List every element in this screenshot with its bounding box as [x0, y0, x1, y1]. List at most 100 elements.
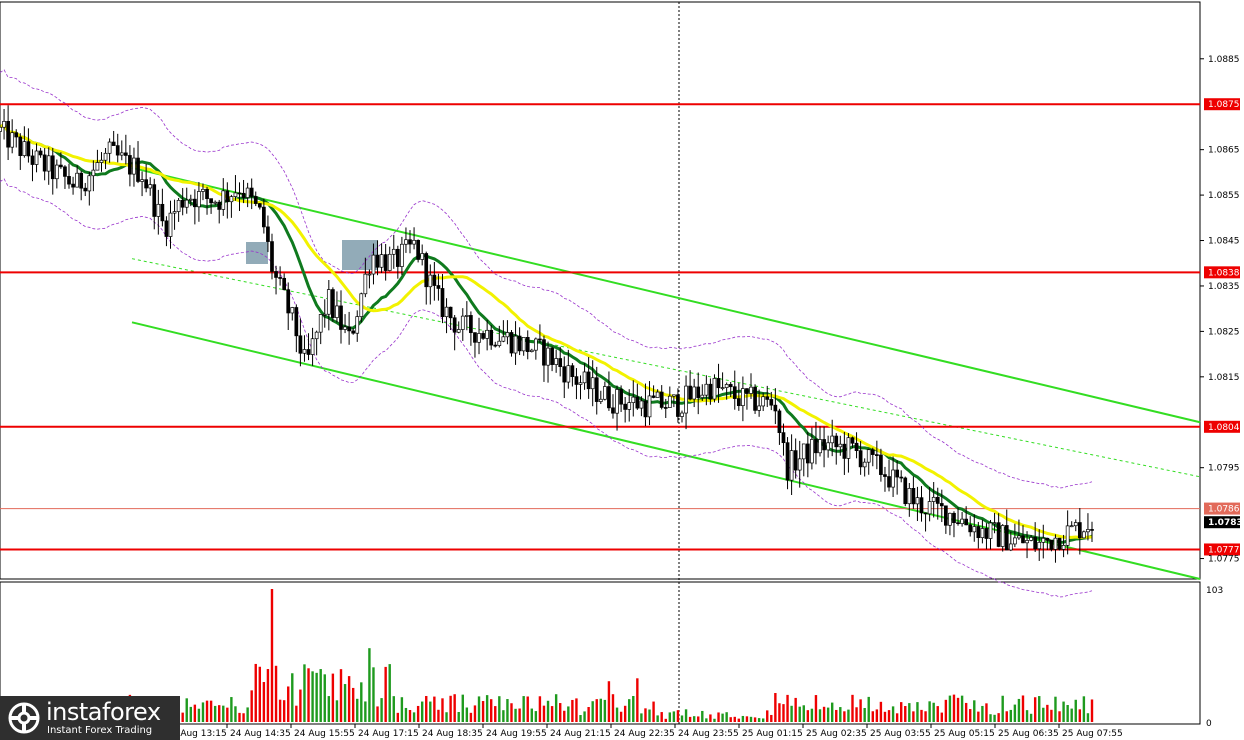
volume-bar	[1021, 695, 1025, 722]
volume-bar	[408, 709, 412, 722]
candle-body	[363, 273, 368, 295]
candle-body	[1013, 537, 1017, 545]
volume-bar	[924, 711, 927, 722]
volume-bar	[1058, 711, 1061, 722]
volume-bar	[676, 710, 680, 722]
volume-axis: 103 0	[1206, 586, 1223, 729]
support-resistance-levels: 1.0875 1.0838 1.0804 1.0777 1.0786 1.0783	[0, 98, 1243, 556]
candle-body	[1086, 529, 1090, 533]
volume-bar	[380, 698, 383, 722]
volume-bar	[270, 589, 274, 722]
candle-body	[834, 435, 839, 448]
volume-bar	[997, 713, 1000, 722]
candle-body	[785, 442, 790, 481]
volume-bar	[940, 712, 943, 722]
volume-bar	[193, 704, 197, 722]
candle-body	[534, 338, 538, 351]
volume-bar	[315, 672, 318, 722]
candle-body	[850, 437, 855, 444]
candle-body	[168, 212, 173, 237]
candle-body	[1069, 525, 1074, 528]
candle-body	[404, 239, 408, 245]
volume-bar	[567, 706, 570, 722]
candle-body	[99, 159, 104, 163]
candle-body	[253, 196, 258, 204]
volume-bar	[741, 715, 745, 722]
candle-body	[331, 289, 335, 318]
candle-body	[489, 329, 494, 346]
candle-body	[570, 365, 575, 377]
volume-bar	[891, 706, 895, 722]
volume-bar	[944, 699, 948, 722]
candle-body	[347, 326, 351, 332]
time-tick-label: 24 Aug 18:35	[422, 729, 483, 739]
volume-bar	[790, 705, 793, 722]
volume-bar	[571, 699, 574, 722]
candle-body	[603, 386, 607, 400]
candle-body	[887, 476, 891, 488]
candle-body	[639, 400, 644, 409]
volume-bar	[457, 712, 460, 722]
candle-body	[554, 358, 558, 365]
candle-body	[724, 384, 729, 388]
candle-body	[931, 496, 936, 502]
volume-bar	[615, 707, 619, 722]
candle-body	[379, 254, 384, 268]
volume-bar	[1046, 704, 1049, 722]
candle-body	[1057, 537, 1062, 550]
volume-bar	[952, 694, 956, 722]
volume-bar	[209, 700, 213, 722]
candle-body	[416, 239, 420, 260]
volume-bar	[684, 709, 688, 722]
candle-body	[562, 366, 567, 383]
volume-bar	[701, 710, 704, 722]
candle-body	[866, 449, 871, 463]
volume-bar	[522, 696, 525, 722]
volume-bar	[757, 718, 761, 722]
volume-bar	[770, 714, 773, 722]
volume-bar	[794, 697, 797, 722]
volume-bar	[623, 705, 627, 722]
level-tag-label: 1.0875	[1208, 100, 1240, 110]
candle-body	[996, 522, 1001, 547]
candle-body	[367, 273, 372, 276]
level-tag	[1204, 266, 1240, 279]
candle-body	[209, 198, 213, 204]
volume-bar	[364, 701, 367, 722]
candle-body	[14, 132, 19, 138]
volume-bar	[510, 703, 513, 722]
volume-bar	[201, 702, 205, 722]
candle-body	[420, 253, 425, 260]
volume-bar	[883, 711, 887, 722]
candle-body	[1017, 535, 1021, 539]
candle-body	[903, 477, 908, 505]
volume-bar	[895, 713, 899, 722]
candle-body	[188, 198, 193, 201]
volume-bar	[420, 701, 424, 722]
candle-body	[672, 394, 676, 397]
candle-body	[481, 333, 485, 339]
candle-body	[810, 439, 814, 464]
candle-body	[432, 274, 437, 286]
candle-body	[623, 403, 628, 410]
candle-body	[590, 377, 595, 390]
band-lower-line	[0, 178, 1093, 598]
candle-body	[233, 192, 238, 197]
candle-body	[119, 152, 124, 156]
candle-body	[895, 469, 899, 478]
volume-bar	[542, 705, 546, 722]
candle-body	[136, 157, 140, 182]
candle-body	[862, 461, 867, 468]
candle-body	[911, 488, 916, 505]
volume-bar	[546, 700, 550, 722]
volume-bar	[843, 711, 846, 722]
volume-bar	[692, 716, 696, 722]
candle-body	[322, 313, 327, 316]
candle-body	[663, 407, 668, 409]
volume-bar	[737, 718, 741, 722]
candle-body	[395, 248, 400, 267]
level-tag	[1204, 543, 1240, 556]
candle-body	[375, 254, 380, 268]
level-tag	[1204, 98, 1240, 111]
instaforex-logo-icon	[8, 702, 40, 734]
